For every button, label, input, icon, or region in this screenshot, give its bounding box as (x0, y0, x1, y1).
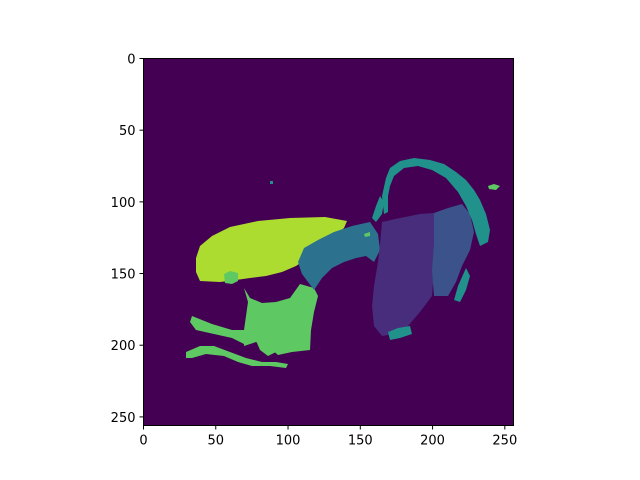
x-tick-label: 250 (492, 434, 517, 449)
y-tick-label: 0 (127, 53, 135, 68)
segment-outline-bottom (388, 326, 412, 340)
segment-green-curl (254, 334, 276, 356)
segment-purple-region (372, 213, 434, 336)
segment-tiny-mark (364, 232, 370, 237)
x-tick-label: 50 (207, 434, 224, 449)
y-tick-label: 100 (111, 196, 136, 211)
x-axis: 0 50 100 150 200 250 (139, 425, 517, 449)
segment-green-lower (186, 346, 288, 368)
segment-outline-left (372, 196, 384, 222)
x-tick-label: 150 (348, 434, 373, 449)
segment-blue-region (432, 204, 474, 296)
image-area (143, 58, 514, 426)
x-tick-label: 200 (420, 434, 445, 449)
y-tick-label: 250 (111, 411, 136, 426)
x-tick-label: 0 (139, 434, 147, 449)
segment-green-strip (190, 316, 244, 344)
segment-outline-top (382, 158, 490, 246)
segment-outline-right (454, 268, 470, 302)
axes-frame (143, 58, 514, 426)
y-axis: 0 50 100 150 200 250 (111, 53, 144, 426)
y-tick-label: 150 (111, 268, 136, 283)
segment-teal-region (298, 222, 380, 290)
x-tick-label: 100 (276, 434, 301, 449)
segment-small-spot (224, 271, 238, 284)
segment-small-mark (488, 184, 500, 190)
segment-dot (270, 181, 273, 184)
y-tick-label: 50 (119, 124, 136, 139)
segment-lime-region (196, 217, 347, 282)
y-tick-label: 200 (111, 339, 136, 354)
